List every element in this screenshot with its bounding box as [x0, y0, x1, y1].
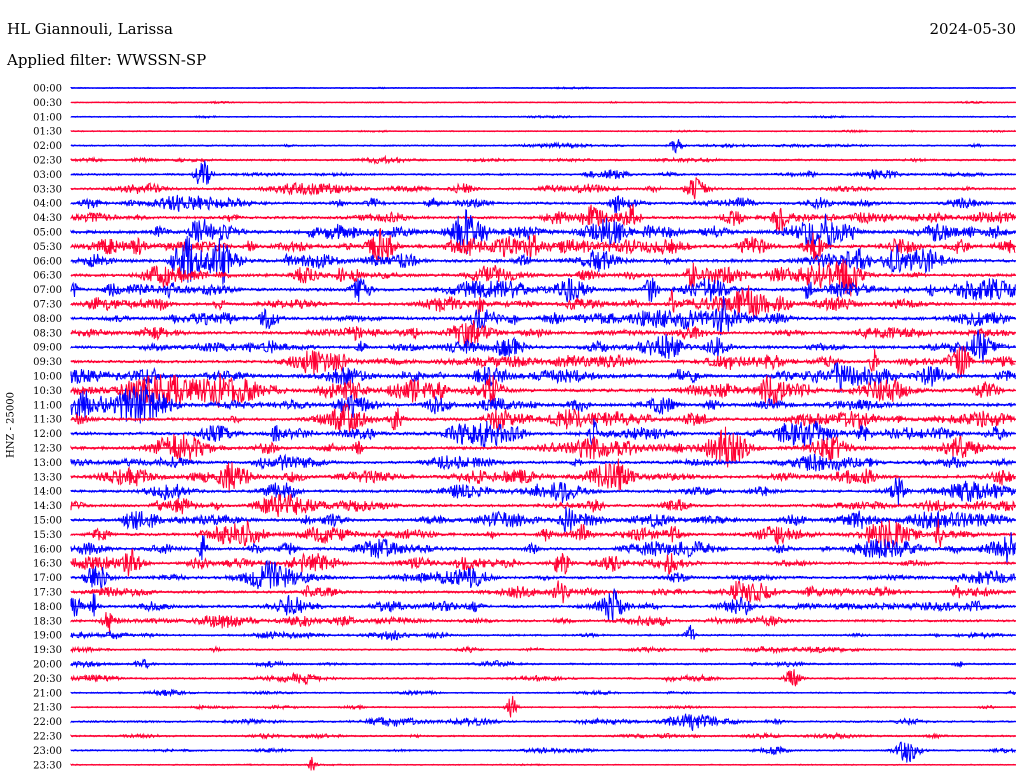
time-tick-label: 18:30 — [33, 616, 62, 627]
time-tick-label: 13:00 — [33, 458, 62, 469]
trace-line — [70, 741, 1016, 763]
time-tick-label: 06:30 — [33, 271, 62, 282]
time-tick-label: 00:00 — [33, 84, 62, 95]
time-tick-label: 23:30 — [33, 760, 62, 771]
filter-label: Applied filter: WWSSN-SP — [7, 51, 207, 69]
time-tick-label: 12:30 — [33, 444, 62, 455]
time-tick-label: 04:00 — [33, 199, 62, 210]
time-tick-label: 09:00 — [33, 343, 62, 354]
station-title: HL Giannouli, Larissa — [7, 20, 173, 38]
time-tick-label: 14:30 — [33, 501, 62, 512]
time-tick-label: 20:00 — [33, 660, 62, 671]
time-tick-label: 02:00 — [33, 141, 62, 152]
time-tick-label: 00:30 — [33, 98, 62, 109]
time-tick-label: 16:00 — [33, 544, 62, 555]
trace-line — [70, 519, 1016, 550]
time-tick-label: 22:30 — [33, 732, 62, 743]
time-tick-label: 21:00 — [33, 688, 62, 699]
time-tick-label: 16:30 — [33, 559, 62, 570]
time-tick-label: 19:00 — [33, 631, 62, 642]
time-tick-label: 12:00 — [33, 429, 62, 440]
trace-line — [70, 418, 1016, 448]
time-tick-label: 05:30 — [33, 242, 62, 253]
trace-line — [70, 194, 1016, 214]
time-tick-label: 15:00 — [33, 516, 62, 527]
time-tick-label: 23:00 — [33, 746, 62, 757]
time-tick-label: 21:30 — [33, 703, 62, 714]
time-tick-label: 18:00 — [33, 602, 62, 613]
time-tick-label: 15:30 — [33, 530, 62, 541]
time-tick-label: 10:30 — [33, 386, 62, 397]
time-tick-label: 20:30 — [33, 674, 62, 685]
time-tick-label: 19:30 — [33, 645, 62, 656]
time-tick-label: 07:30 — [33, 300, 62, 311]
time-tick-label: 11:30 — [33, 415, 62, 426]
time-tick-label: 01:30 — [33, 127, 62, 138]
time-tick-label: 08:30 — [33, 328, 62, 339]
time-tick-label: 05:00 — [33, 228, 62, 239]
time-tick-label: 14:00 — [33, 487, 62, 498]
trace-line — [70, 362, 1016, 394]
time-tick-label: 11:00 — [33, 400, 62, 411]
trace-line — [70, 285, 1016, 318]
time-tick-label: 10:00 — [33, 372, 62, 383]
time-tick-label: 03:30 — [33, 184, 62, 195]
time-tick-label: 03:00 — [33, 170, 62, 181]
trace-line — [70, 277, 1016, 303]
trace-line — [70, 624, 1016, 641]
trace-line — [70, 320, 1016, 347]
time-tick-label: 17:00 — [33, 573, 62, 584]
time-tick-label: 01:00 — [33, 112, 62, 123]
time-tick-label: 02:30 — [33, 156, 62, 167]
trace-line — [70, 345, 1016, 379]
time-tick-label: 22:00 — [33, 717, 62, 728]
trace-line — [70, 295, 1016, 336]
date-label: 2024-05-30 — [929, 20, 1016, 38]
time-tick-label: 07:00 — [33, 285, 62, 296]
time-tick-label: 17:30 — [33, 588, 62, 599]
trace-line — [70, 384, 1016, 424]
trace-line — [70, 453, 1016, 472]
time-tick-label: 09:30 — [33, 357, 62, 368]
time-tick-label: 04:30 — [33, 213, 62, 224]
time-tick-label: 13:30 — [33, 472, 62, 483]
time-tick-label: 06:00 — [33, 256, 62, 267]
trace-line — [70, 612, 1016, 633]
time-tick-label: 08:00 — [33, 314, 62, 325]
trace-line — [70, 756, 1016, 771]
trace-line — [70, 160, 1016, 185]
trace-line — [70, 580, 1016, 604]
